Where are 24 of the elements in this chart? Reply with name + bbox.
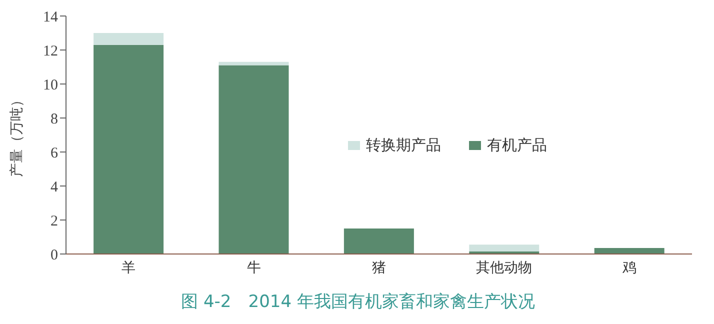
x-tick-label: 鸡 (621, 260, 636, 276)
y-tick-label: 10 (43, 77, 58, 94)
x-tick-label: 牛 (246, 260, 261, 276)
x-tick-label: 羊 (122, 260, 136, 276)
bar (218, 62, 289, 66)
x-tick-label: 猪 (372, 260, 386, 276)
y-axis-title: 产量（万吨） (8, 93, 25, 177)
y-tick-label: 0 (50, 247, 58, 264)
bar (469, 244, 540, 252)
x-tick-label: 其他动物 (476, 260, 532, 276)
legend-label: 转换期产品 (366, 136, 441, 155)
y-tick-label: 6 (50, 145, 58, 162)
y-tick-label: 2 (50, 213, 58, 230)
y-tick-label: 8 (50, 111, 58, 128)
text: 图 4-2 2014 年我国有机家畜和家禽生产状况 (180, 291, 536, 313)
bar (218, 65, 289, 254)
y-tick-label: 14 (43, 9, 58, 26)
bar (94, 33, 164, 45)
legend-label: 有机产品 (487, 136, 547, 155)
y-tick-label: 4 (50, 179, 58, 196)
bar (94, 44, 164, 254)
bar (344, 228, 414, 254)
bar (594, 248, 664, 254)
y-tick-label: 12 (43, 43, 58, 60)
